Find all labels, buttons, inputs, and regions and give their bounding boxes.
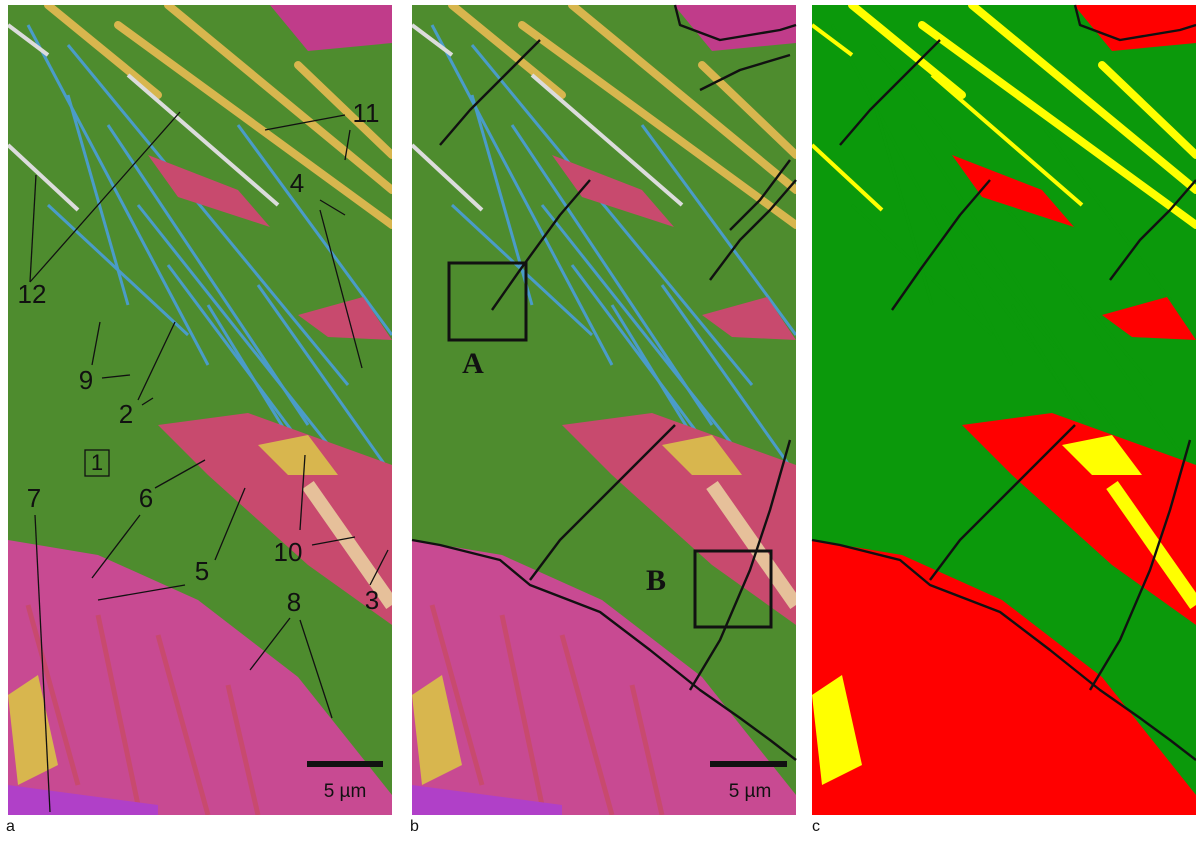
ebsd-map bbox=[8, 5, 392, 815]
ebsd-map bbox=[412, 5, 796, 815]
annotation: 3 bbox=[365, 585, 379, 615]
annotation: 4 bbox=[290, 168, 304, 198]
scale-bar-label: 5 µm bbox=[324, 781, 367, 802]
scale-bar bbox=[710, 761, 787, 767]
figure: 12 11 4 9 2 1 6 5 10 7 8 3 5 µm a A bbox=[0, 0, 1196, 838]
annotation: 10 bbox=[274, 537, 303, 567]
scale-bar bbox=[307, 761, 383, 767]
panel-label: b bbox=[410, 818, 419, 835]
panel-label: a bbox=[6, 818, 15, 835]
phase-map bbox=[812, 5, 1196, 815]
annotation: 12 bbox=[18, 279, 47, 309]
region-label: B bbox=[646, 564, 666, 597]
annotation: 5 bbox=[195, 556, 209, 586]
panel-c: c bbox=[812, 5, 1196, 835]
annotation: 9 bbox=[79, 365, 93, 395]
annotation: 8 bbox=[287, 587, 301, 617]
annotation: 1 bbox=[91, 450, 103, 475]
annotation: 2 bbox=[119, 399, 133, 429]
scale-bar-label: 5 µm bbox=[729, 781, 772, 802]
annotation: 11 bbox=[353, 98, 380, 128]
region-label: A bbox=[462, 347, 484, 380]
annotation: 6 bbox=[139, 483, 153, 513]
panel-label: c bbox=[812, 818, 820, 835]
panel-b: A B 5 µm b bbox=[410, 5, 796, 835]
annotation: 7 bbox=[27, 483, 41, 513]
panel-a: 12 11 4 9 2 1 6 5 10 7 8 3 5 µm a bbox=[6, 5, 392, 835]
